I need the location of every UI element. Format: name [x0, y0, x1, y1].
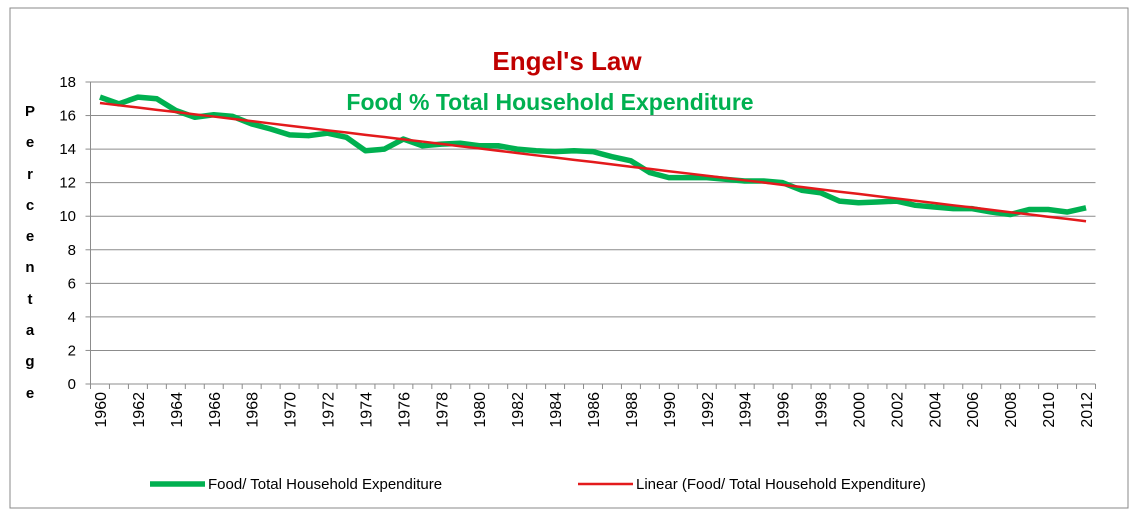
y-tick-label: 6 [68, 275, 76, 292]
x-tick-label: 1994 [738, 392, 755, 428]
x-tick-label: 1996 [776, 392, 793, 428]
x-tick-label: 1972 [321, 392, 338, 428]
y-tick-label: 8 [68, 242, 76, 259]
x-tick-label: 1968 [245, 392, 262, 428]
y-tick-label: 12 [59, 175, 76, 192]
legend-label: Food/ Total Household Expenditure [208, 476, 442, 493]
y-tick-label: 14 [59, 141, 76, 158]
x-tick-label: 1960 [93, 392, 110, 428]
x-tick-label: 2004 [927, 392, 944, 428]
legend-label: Linear (Food/ Total Household Expenditur… [636, 476, 926, 493]
x-tick-label: 2010 [1041, 392, 1058, 428]
x-tick-label: 1966 [207, 392, 224, 428]
x-tick-label: 1976 [396, 392, 413, 428]
series-line [99, 101, 1087, 223]
x-tick-label: 1970 [283, 392, 300, 428]
x-tick-label: 1988 [624, 392, 641, 428]
y-tick-label: 10 [59, 208, 76, 225]
x-tick-label: 1986 [586, 392, 603, 428]
x-tick-label: 1982 [510, 392, 527, 428]
chart-border [9, 7, 1129, 509]
x-tick-label: 1984 [548, 392, 565, 428]
y-tick-label: 18 [59, 74, 76, 91]
x-tick-label: 1990 [662, 392, 679, 428]
x-tick-label: 2006 [965, 392, 982, 428]
y-tick-label: 2 [68, 342, 76, 359]
x-tick-label: 1980 [472, 392, 489, 428]
x-tick-label: 2012 [1079, 392, 1096, 428]
chart-subtitle: Food % Total Household Expenditure [346, 89, 753, 115]
x-tick-label: 1992 [700, 392, 717, 428]
x-tick-label: 1998 [814, 392, 831, 428]
x-tick-label: 1962 [131, 392, 148, 428]
y-tick-label: 0 [68, 376, 76, 393]
x-tick-label: 2000 [851, 392, 868, 428]
chart-title: Engel's Law [492, 46, 642, 76]
x-tick-label: 1964 [169, 392, 186, 428]
x-tick-label: 1978 [434, 392, 451, 428]
y-axis-label: Percentage [24, 103, 35, 402]
x-tick-label: 2008 [1003, 392, 1020, 428]
y-tick-label: 4 [68, 309, 76, 326]
x-tick-label: 1974 [358, 392, 375, 428]
y-tick-label: 16 [59, 108, 76, 125]
series-line [99, 94, 1087, 218]
x-tick-label: 2002 [889, 392, 906, 428]
